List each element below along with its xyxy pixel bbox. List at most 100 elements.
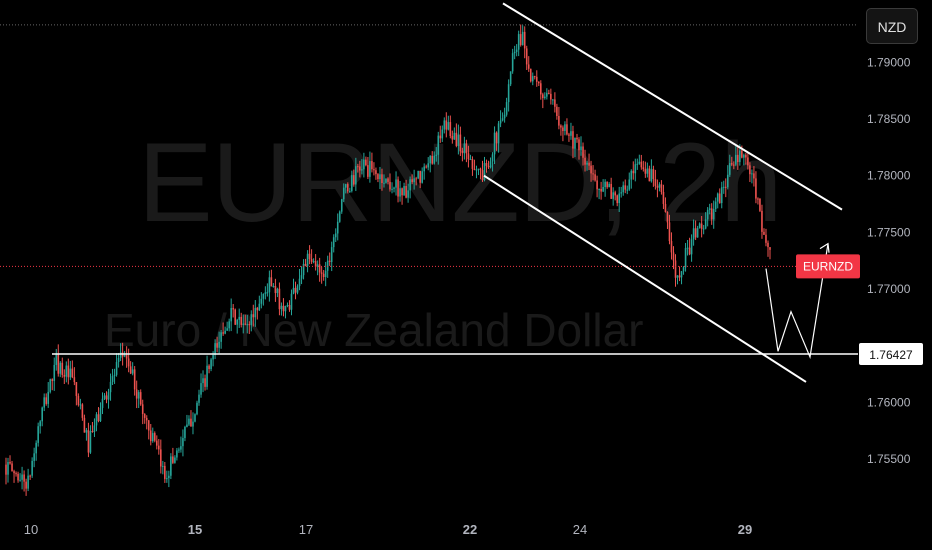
candle-body: [147, 420, 150, 431]
candle-body: [636, 163, 639, 165]
candle-body: [127, 358, 130, 367]
candle-body: [566, 124, 568, 135]
candle-body: [487, 165, 490, 168]
candle-body: [588, 162, 590, 166]
candle-body: [425, 166, 427, 168]
candle-body: [638, 161, 641, 164]
candle-body: [361, 169, 363, 171]
candle-body: [381, 174, 383, 184]
candle-body: [499, 120, 502, 124]
candle-body: [375, 170, 377, 175]
candle-body: [129, 366, 132, 374]
candle-body: [111, 376, 114, 382]
candle-body: [236, 319, 239, 325]
candle-body: [759, 198, 761, 211]
candle-body: [186, 424, 188, 427]
candle-body: [739, 150, 741, 163]
candle-body: [493, 132, 496, 155]
candle-body: [672, 252, 675, 261]
candle-body: [537, 81, 540, 84]
candle-body: [69, 368, 72, 378]
y-tick-label: 1.77500: [867, 225, 911, 239]
candle-body: [160, 449, 162, 467]
candle-body: [409, 179, 411, 191]
candle-body: [228, 321, 230, 329]
candle-body: [151, 433, 154, 442]
candle-body: [652, 169, 655, 179]
candle-body: [654, 178, 657, 186]
candle-body: [351, 175, 353, 191]
candle-body: [473, 168, 476, 170]
candle-body: [401, 188, 403, 196]
candle-body: [218, 341, 220, 348]
candle-body: [141, 404, 144, 414]
candle-body: [367, 165, 369, 177]
candle-body: [602, 186, 604, 192]
candle-body: [123, 354, 126, 357]
candle-body: [608, 183, 610, 188]
candle-body: [634, 164, 637, 174]
y-tick-label: 1.78000: [867, 169, 911, 183]
currency-button[interactable]: NZD: [866, 8, 918, 44]
candle-body: [431, 155, 434, 164]
candle-body: [710, 208, 713, 220]
candle-body: [598, 189, 600, 191]
candle-body: [391, 188, 393, 190]
candle-body: [469, 159, 472, 161]
candle-body: [385, 178, 387, 183]
candle-body: [39, 421, 41, 427]
candle-body: [405, 186, 407, 198]
candle-body: [274, 286, 277, 294]
candle-body: [735, 154, 737, 165]
candle-body: [515, 49, 518, 52]
candle-body: [224, 330, 226, 334]
candle-body: [684, 248, 687, 268]
candle-body: [296, 286, 299, 293]
candle-body: [576, 137, 578, 140]
candle-body: [465, 143, 468, 154]
candle-body: [109, 381, 112, 393]
candle-body: [383, 182, 385, 184]
candle-body: [206, 365, 208, 387]
candle-body: [164, 465, 166, 479]
candle-body: [542, 94, 544, 98]
candle-body: [747, 157, 749, 166]
candle-body: [276, 288, 279, 294]
candle-body: [712, 209, 715, 220]
candle-body: [527, 64, 530, 69]
candle-body: [656, 185, 659, 188]
candle-body: [89, 430, 92, 453]
candle-body: [399, 188, 401, 197]
candle-body: [523, 31, 526, 49]
candle-body: [93, 425, 96, 432]
candle-body: [246, 324, 249, 326]
candle-body: [81, 404, 84, 418]
candle-body: [324, 270, 327, 278]
candle-body: [666, 212, 669, 223]
candle-body: [624, 185, 627, 190]
candle-body: [258, 303, 261, 311]
candle-body: [359, 166, 361, 171]
candle-body: [238, 316, 241, 320]
candle-body: [700, 223, 703, 229]
candle-body: [552, 99, 554, 101]
candle-body: [497, 123, 500, 144]
candle-body: [97, 414, 100, 422]
candle-body: [266, 292, 269, 294]
candle-body: [751, 173, 753, 175]
candle-body: [568, 134, 570, 136]
projection-path: [765, 243, 829, 360]
candle-body: [606, 181, 608, 188]
candle-body: [447, 122, 450, 130]
candle-body: [421, 171, 423, 183]
candle-body: [471, 159, 474, 169]
candle-body: [71, 368, 74, 378]
candle-body: [389, 181, 391, 190]
candle-body: [178, 449, 180, 451]
candle-body: [214, 343, 216, 355]
candle-body: [445, 120, 448, 130]
candle-body: [256, 307, 259, 311]
candle-body: [702, 228, 705, 230]
